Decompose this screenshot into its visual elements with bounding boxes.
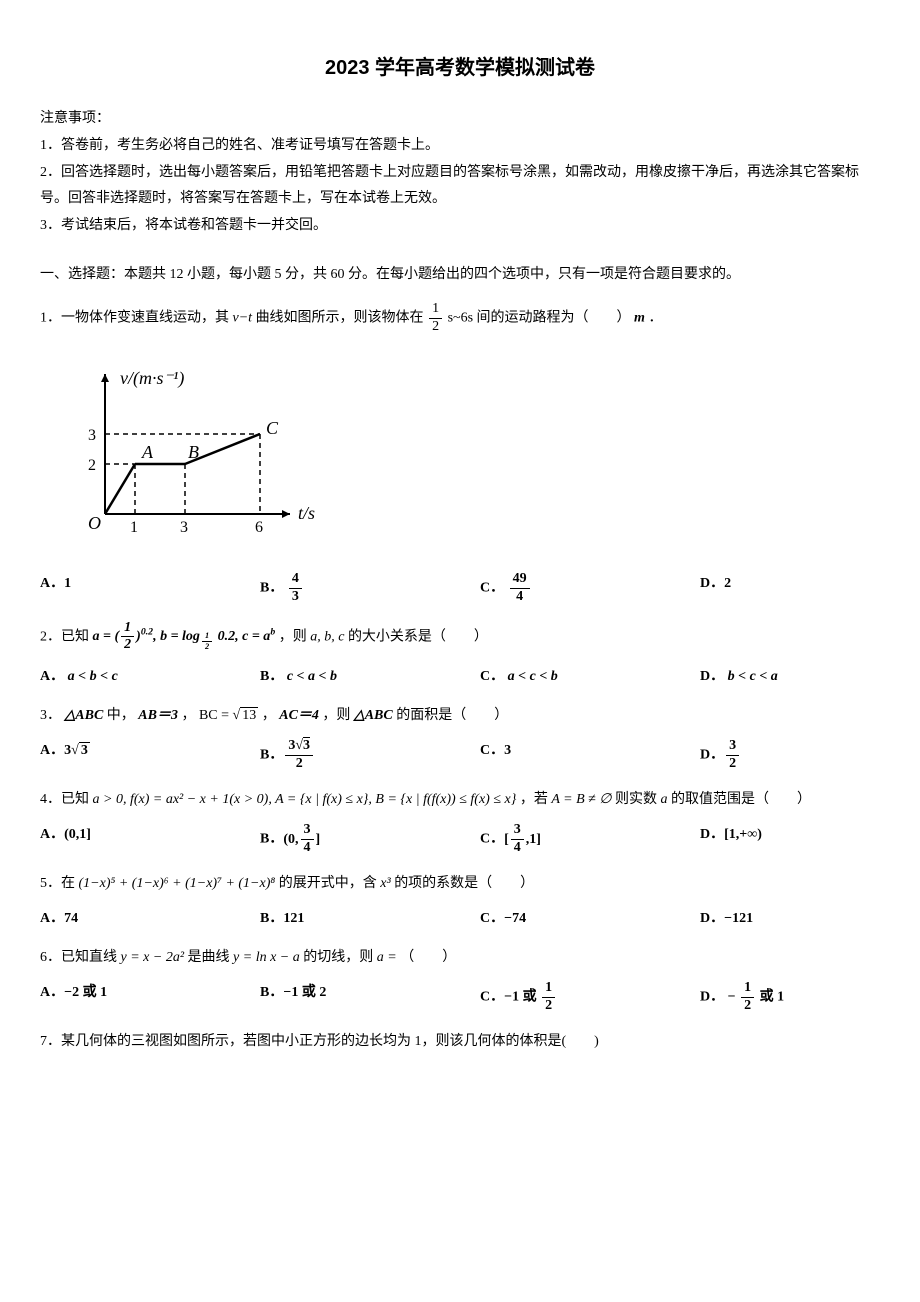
q6-mid: 是曲线 (188, 950, 230, 965)
q2-opt-d: D． b < c < a (700, 664, 860, 689)
q1-text-mid1: 曲线如图所示，则该物体在 (256, 311, 424, 326)
q4-prefix: 4．已知 (40, 792, 89, 807)
svg-text:3: 3 (180, 519, 188, 536)
svg-text:B: B (188, 442, 199, 462)
q3-opt-c: C．3 (480, 738, 640, 773)
notice-item-3: 3．考试结束后，将本试卷和答题卡一并交回。 (40, 213, 880, 238)
q1-options: A．1 B． 43 C． 494 D．2 (40, 571, 880, 606)
q1-opt-a: A．1 (40, 571, 200, 606)
q4-opt-a: A．(0,1] (40, 822, 200, 857)
q4-end: 的取值范围是（ ） (671, 792, 811, 807)
q4-opt-c: C．[34,1] (480, 822, 640, 857)
q2-opt-c: C． a < c < b (480, 664, 640, 689)
q3-t1: 3． (40, 708, 61, 723)
page-title: 2023 学年高考数学模拟测试卷 (40, 50, 880, 86)
q3-t4: ， (262, 708, 276, 723)
q5-x3: x³ (380, 876, 394, 891)
q4-a: a (661, 792, 672, 807)
q5-suffix: 的项的系数是（ ） (394, 876, 534, 891)
svg-text:C: C (266, 418, 279, 438)
q6-end: （ ） (400, 950, 456, 965)
svg-text:3: 3 (88, 427, 96, 444)
q1-vt: v−t (233, 311, 256, 326)
question-4: 4．已知 a > 0, f(x) = ax² − x + 1(x > 0), A… (40, 787, 880, 812)
svg-text:6: 6 (255, 519, 263, 536)
question-3: 3． △ABC 中， AB＝3 ， BC = √13 ， AC＝4 ，则 △AB… (40, 703, 880, 728)
q3-opt-b: B．3√32 (260, 738, 420, 773)
q6-prefix: 6．已知直线 (40, 950, 117, 965)
q3-abc2: △ABC (354, 708, 396, 723)
q3-abc: △ABC (65, 708, 107, 723)
q2-options: A． a < b < c B． c < a < b C． a < c < b D… (40, 664, 880, 689)
q6-opt-c: C．−1 或 12 (480, 980, 640, 1015)
q1-text-mid2: s~6s 间的运动路程为（ ） (448, 311, 631, 326)
q4-opt-b: B．(0,34] (260, 822, 420, 857)
q1-opt-c: C． 494 (480, 571, 640, 606)
q3-bc: BC = √13 (199, 707, 258, 723)
notice-header: 注意事项： (40, 106, 880, 131)
q3-options: A．3√3 B．3√32 C．3 D．32 (40, 738, 880, 773)
q5-opt-a: A．74 (40, 906, 200, 931)
q1-frac-half: 1 2 (429, 301, 442, 336)
q6-opt-a: A．−2 或 1 (40, 980, 200, 1015)
q5-opt-d: D．−121 (700, 906, 860, 931)
q3-t2: 中， (107, 708, 135, 723)
notice-item-2: 2．回答选择题时，选出每小题答案后，用铅笔把答题卡上对应题目的答案标号涂黑，如需… (40, 160, 880, 210)
section-1-header: 一、选择题：本题共 12 小题，每小题 5 分，共 60 分。在每小题给出的四个… (40, 262, 880, 287)
q3-opt-a: A．3√3 (40, 738, 200, 773)
q4-options: A．(0,1] B．(0,34] C．[34,1] D．[1,+∞) (40, 822, 880, 857)
q3-ab: AB＝3 (138, 708, 178, 723)
svg-text:A: A (141, 442, 154, 462)
q3-t5: ，则 (322, 708, 350, 723)
q4-suffix: 则实数 (615, 792, 657, 807)
question-5: 5．在 (1−x)⁵ + (1−x)⁶ + (1−x)⁷ + (1−x)⁸ 的展… (40, 871, 880, 896)
svg-text:2: 2 (88, 457, 96, 474)
question-7: 7．某几何体的三视图如图所示，若图中小正方形的边长均为 1，则该几何体的体积是(… (40, 1029, 880, 1054)
q5-opt-c: C．−74 (480, 906, 640, 931)
q1-m: m (634, 311, 645, 326)
q3-ac: AC＝4 (279, 708, 319, 723)
q1-text-prefix: 1．一物体作变速直线运动，其 (40, 311, 229, 326)
svg-text:t/s: t/s (298, 503, 315, 523)
q4-opt-d: D．[1,+∞) (700, 822, 860, 857)
q3-t6: 的面积是（ ） (396, 708, 508, 723)
q6-a: a = (377, 950, 400, 965)
q2-opt-a: A． a < b < c (40, 664, 200, 689)
q1-opt-d: D．2 (700, 571, 860, 606)
q5-opt-b: B．121 (260, 906, 420, 931)
q6-line: y = x − 2a² (121, 950, 188, 965)
q6-options: A．−2 或 1 B．−1 或 2 C．−1 或 12 D． − 12 或 1 (40, 980, 880, 1015)
q6-opt-b: B．−1 或 2 (260, 980, 420, 1015)
q1-opt-b: B． 43 (260, 571, 420, 606)
q2-end: 的大小关系是（ ） (348, 629, 488, 644)
q2-prefix: 2．已知 (40, 629, 89, 644)
q1-graph: v/(m·s⁻¹) t/s O 2 3 1 3 6 A B C (60, 354, 880, 553)
q5-expr: (1−x)⁵ + (1−x)⁶ + (1−x)⁷ + (1−x)⁸ (79, 876, 279, 891)
q1-text-suffix: ． (648, 311, 662, 326)
question-2: 2．已知 a = (12)0.2, b = log12 0.2, c = ab … (40, 620, 880, 655)
q6-opt-d: D． − 12 或 1 (700, 980, 860, 1015)
velocity-time-graph: v/(m·s⁻¹) t/s O 2 3 1 3 6 A B C (60, 354, 320, 544)
q6-curve: y = ln x − a (233, 950, 303, 965)
q6-suffix: 的切线，则 (303, 950, 373, 965)
svg-text:O: O (88, 513, 101, 533)
q5-mid: 的展开式中，含 (279, 876, 377, 891)
q5-options: A．74 B．121 C．−74 D．−121 (40, 906, 880, 931)
q4-expr: a > 0, f(x) = ax² − x + 1(x > 0), A = {x… (93, 792, 517, 807)
q4-mid: ，若 (520, 792, 548, 807)
q5-prefix: 5．在 (40, 876, 75, 891)
notice-item-1: 1．答卷前，考生务必将自己的姓名、准考证号填写在答题卡上。 (40, 133, 880, 158)
q2-mid: ，则 (279, 629, 307, 644)
q2-abc: a, b, c (310, 629, 348, 644)
q2-expr: a = (12)0.2, b = log12 0.2, c = ab (93, 629, 276, 644)
svg-text:1: 1 (130, 519, 138, 536)
q2-opt-b: B． c < a < b (260, 664, 420, 689)
svg-text:v/(m·s⁻¹): v/(m·s⁻¹) (120, 368, 184, 389)
question-6: 6．已知直线 y = x − 2a² 是曲线 y = ln x − a 的切线，… (40, 945, 880, 970)
question-1: 1．一物体作变速直线运动，其 v−t 曲线如图所示，则该物体在 1 2 s~6s… (40, 301, 880, 336)
q3-t3: ， (181, 708, 195, 723)
q3-opt-d: D．32 (700, 738, 860, 773)
q4-ab: A = B ≠ ∅ (551, 792, 615, 807)
